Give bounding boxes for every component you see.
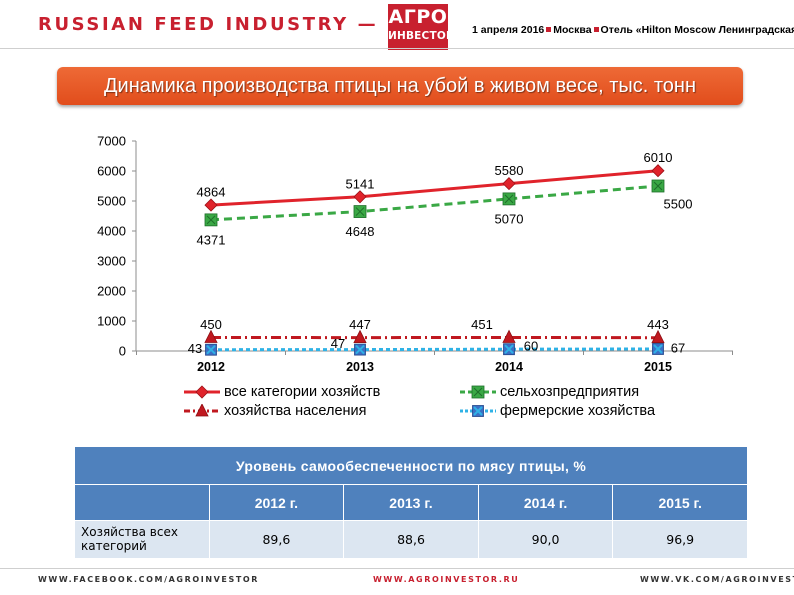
data-point-farms-cross (653, 344, 663, 354)
y-tick-label: 6000 (97, 164, 126, 179)
data-point-agri-enterprises-cross (206, 215, 216, 225)
website-link[interactable]: WWW.AGROINVESTOR.RU (373, 575, 520, 584)
data-label-all-categories: 5141 (346, 176, 375, 191)
logo-line2: ИНВЕСТОР (388, 30, 454, 42)
x-tick-label: 2013 (346, 360, 374, 374)
table-header-blank (74, 484, 210, 521)
data-label-agri-enterprises: 4371 (197, 232, 226, 247)
data-point-farms-cross (355, 344, 365, 355)
table-cell-2013: 88,6 (343, 520, 479, 559)
data-label-agri-enterprises: 5070 (495, 211, 524, 226)
x-tick-label: 2014 (495, 360, 523, 374)
table-header-2014: 2014 г. (477, 484, 614, 521)
legend-swatch-icon (460, 385, 496, 399)
series-line-farms (210, 347, 659, 352)
y-tick-label: 0 (119, 344, 126, 359)
table-row: Хозяйства всех категорий 89,6 88,6 90,0 … (74, 520, 748, 559)
data-point-all-categories (502, 177, 516, 191)
x-tick-label: 2012 (197, 360, 225, 374)
header-divider (0, 48, 794, 49)
data-label-households: 443 (647, 317, 669, 332)
legend-item-households: хозяйства населения (182, 403, 367, 419)
data-point-all-categories (651, 164, 665, 178)
vk-link[interactable]: WWW.VK.COM/AGROINVESTOR (640, 575, 794, 584)
series-line-all-categories (210, 169, 659, 207)
data-point-all-categories (204, 198, 218, 212)
facebook-link[interactable]: WWW.FACEBOOK.COM/AGROINVESTOR (38, 575, 260, 584)
header-title: RUSSIAN FEED INDUSTRY — 2016 (38, 14, 448, 35)
legend-swatch-icon (460, 405, 496, 417)
data-point-farms-cross (504, 344, 514, 354)
self-sufficiency-table: Уровень самообеспеченности по мясу птицы… (74, 446, 748, 559)
data-label-agri-enterprises: 4648 (346, 224, 375, 239)
data-point-agri-enterprises-cross (504, 194, 514, 204)
table-header-2012: 2012 г. (208, 484, 345, 521)
y-tick-label: 7000 (97, 134, 126, 149)
legend-label: фермерские хозяйства (500, 403, 656, 419)
data-label-households: 451 (471, 317, 493, 332)
event-venue: Отель «Hilton Moscow Ленинградская» (600, 24, 794, 36)
y-tick-label: 1000 (97, 314, 126, 329)
x-tick-label: 2015 (644, 360, 672, 374)
data-label-households: 447 (349, 317, 371, 332)
data-point-all-categories (353, 190, 367, 204)
legend-label: все категории хозяйств (224, 384, 381, 400)
table-header-2015: 2015 г. (612, 484, 748, 521)
chart-title: Динамика производства птицы на убой в жи… (57, 67, 743, 105)
table-cell-2012: 89,6 (208, 520, 345, 559)
table-header-2013: 2013 г. (343, 484, 479, 521)
footer-divider (0, 568, 794, 569)
data-label-farms: 60 (524, 339, 538, 354)
data-point-agri-enterprises-cross (355, 207, 365, 216)
y-tick-label: 5000 (97, 194, 126, 209)
agroinvestor-logo: АГРО ИНВЕСТОР (388, 4, 454, 50)
data-point-farms-cross (206, 345, 216, 355)
event-info: 1 апреля 2016 Москва Отель «Hilton Moscow … (472, 24, 794, 36)
series-line-agri-enterprises (210, 184, 659, 222)
data-label-farms: 43 (188, 341, 202, 356)
data-label-households: 450 (200, 317, 222, 332)
legend-item-agri-enterprises: сельхозпредприятия (458, 384, 639, 400)
table-row-label: Хозяйства всех категорий (74, 520, 210, 559)
poultry-production-chart: 0 1000 2000 3000 4000 5000 6000 7000 2012 2013 201… (97, 134, 733, 374)
legend-swatch-icon (184, 385, 220, 399)
table-cell-2014: 90,0 (477, 520, 614, 559)
y-tick-label: 4000 (97, 224, 126, 239)
legend-swatch-icon (184, 404, 220, 417)
data-label-agri-enterprises: 5500 (664, 197, 693, 212)
y-tick-label: 3000 (97, 254, 126, 269)
data-label-farms: 47 (331, 336, 345, 351)
separator-square-icon (593, 27, 599, 33)
data-label-all-categories: 4864 (197, 185, 226, 200)
table-title: Уровень самообеспеченности по мясу птицы… (74, 446, 748, 485)
data-point-agri-enterprises-cross (653, 181, 663, 191)
data-label-all-categories: 6010 (644, 150, 673, 165)
event-date: 1 апреля 2016 (472, 24, 545, 36)
legend-item-all-categories: все категории хозяйств (182, 384, 380, 400)
data-point-households (204, 329, 218, 343)
event-city: Москва (553, 24, 592, 36)
y-tick-label: 2000 (97, 284, 126, 299)
data-point-households (651, 329, 665, 344)
separator-square-icon (546, 27, 552, 33)
legend-label: хозяйства населения (224, 403, 367, 419)
table-cell-2015: 96,9 (612, 520, 748, 559)
legend-label: сельхозпредприятия (500, 384, 640, 400)
logo-line1: АГРО (388, 6, 448, 28)
data-point-households (502, 329, 516, 343)
data-point-households (353, 329, 367, 343)
legend-item-farms: фермерские хозяйства (458, 403, 655, 419)
data-label-farms: 67 (671, 340, 685, 355)
data-label-all-categories: 5580 (495, 163, 524, 178)
